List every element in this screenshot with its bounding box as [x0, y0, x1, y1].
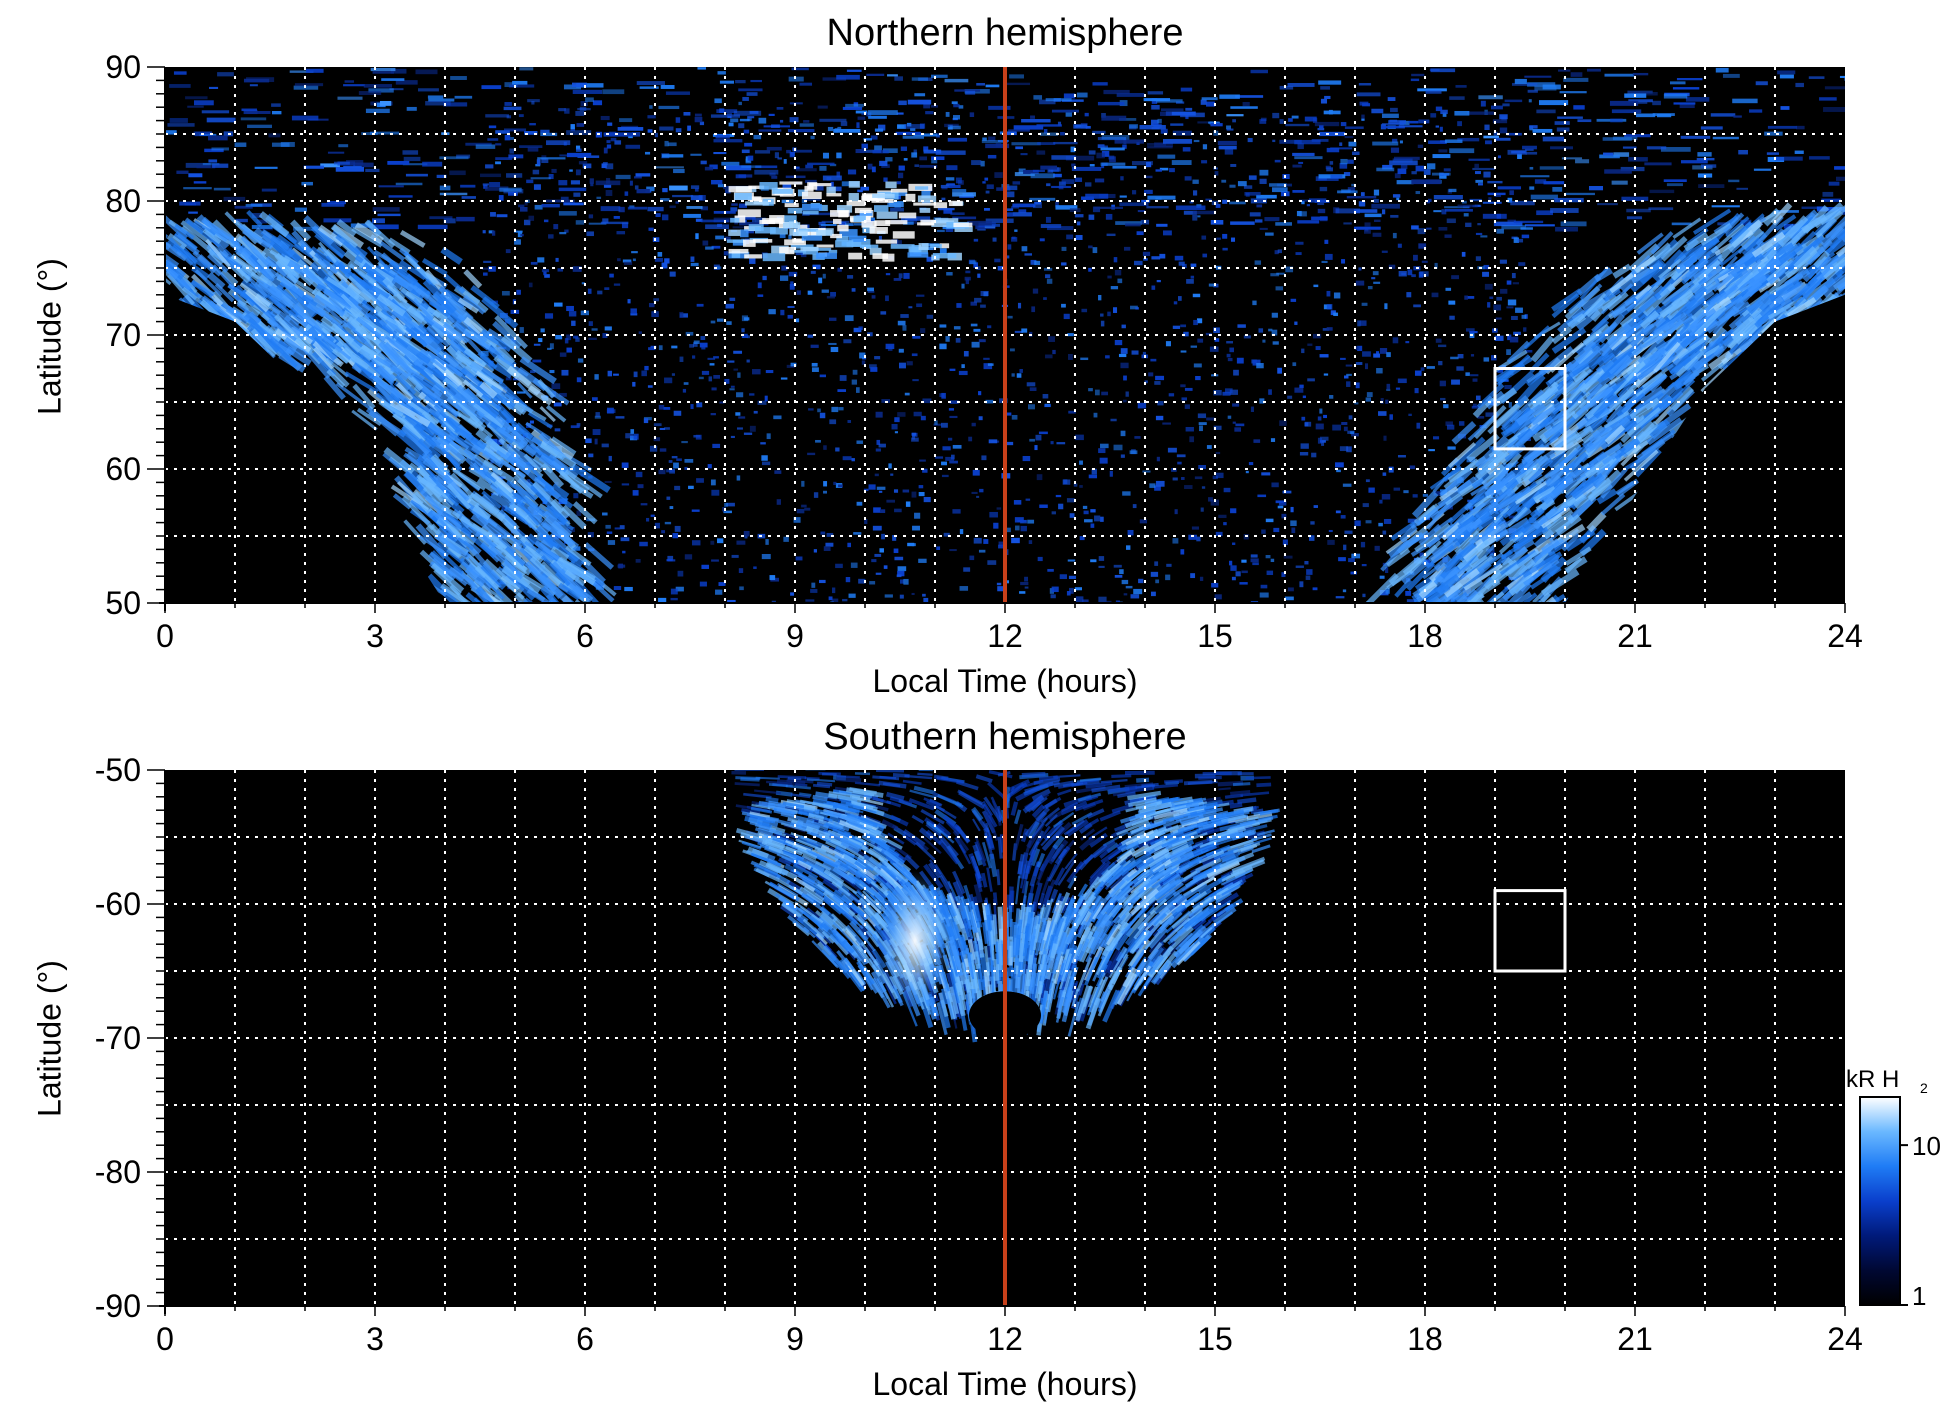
colorbar: 10 1 kR H 2: [1846, 1066, 1941, 1311]
x-tick-label: 15: [1197, 618, 1233, 654]
x-tick-label: 9: [786, 618, 804, 654]
bright-spot: [879, 870, 951, 1011]
x-tick-label: 9: [786, 1321, 804, 1357]
highlight-box: [1493, 367, 1567, 451]
x-tick-label: 3: [366, 618, 384, 654]
north-panel: 0 3 6 9 12 15 18 21 24 50 60 70 80 90: [105, 49, 1863, 654]
colorbar-tick-label: 1: [1912, 1281, 1926, 1311]
y-tick-label: -80: [95, 1154, 141, 1190]
colorbar-label-subscript: 2: [1920, 1080, 1928, 1096]
x-tick-label: 12: [987, 618, 1023, 654]
south-x-axis-label: Local Time (hours): [872, 1366, 1138, 1402]
x-tick-label: 15: [1197, 1321, 1233, 1357]
north-title: Northern hemisphere: [826, 12, 1184, 54]
no-data-mask-dusk: [1565, 294, 1845, 603]
x-tick-label: 24: [1827, 618, 1863, 654]
x-tick-label: 6: [576, 1321, 594, 1357]
x-tick-label: 0: [156, 1321, 174, 1357]
x-tick-label: 24: [1827, 1321, 1863, 1357]
emission-map: [165, 67, 1845, 603]
highlight-box: [1493, 889, 1567, 973]
x-tick-label: 6: [576, 618, 594, 654]
y-tick-label: -70: [95, 1020, 141, 1056]
emission-map: [731, 770, 1280, 1043]
x-tick-label: 21: [1617, 1321, 1653, 1357]
x-tick-label: 18: [1407, 1321, 1443, 1357]
south-y-axis-label: Latitude (°): [31, 960, 68, 1117]
colorbar-label: kR H: [1846, 1066, 1899, 1093]
y-tick-label: 80: [105, 183, 141, 219]
y-tick-label: 90: [105, 49, 141, 85]
x-tick-label: 21: [1617, 618, 1653, 654]
south-panel: 0 3 6 9 12 15 18 21 24 -90 -80 -70 -60 -50: [95, 752, 1863, 1357]
y-tick-label: 70: [105, 317, 141, 353]
y-tick-label: -50: [95, 752, 141, 788]
colorbar-tick-label: 10: [1912, 1131, 1941, 1161]
south-title: Southern hemisphere: [823, 716, 1187, 758]
y-tick-label: 50: [105, 585, 141, 621]
y-tick-label: 60: [105, 451, 141, 487]
colorbar-scale: [1859, 1096, 1901, 1306]
y-tick-label: -60: [95, 886, 141, 922]
x-tick-label: 18: [1407, 618, 1443, 654]
y-tick-label: -90: [95, 1288, 141, 1324]
north-y-axis-label: Latitude (°): [31, 258, 68, 415]
north-x-axis-label: Local Time (hours): [872, 663, 1138, 699]
x-tick-label: 0: [156, 618, 174, 654]
x-tick-label: 12: [987, 1321, 1023, 1357]
x-tick-label: 3: [366, 1321, 384, 1357]
no-data-mask-dawn: [165, 294, 445, 603]
